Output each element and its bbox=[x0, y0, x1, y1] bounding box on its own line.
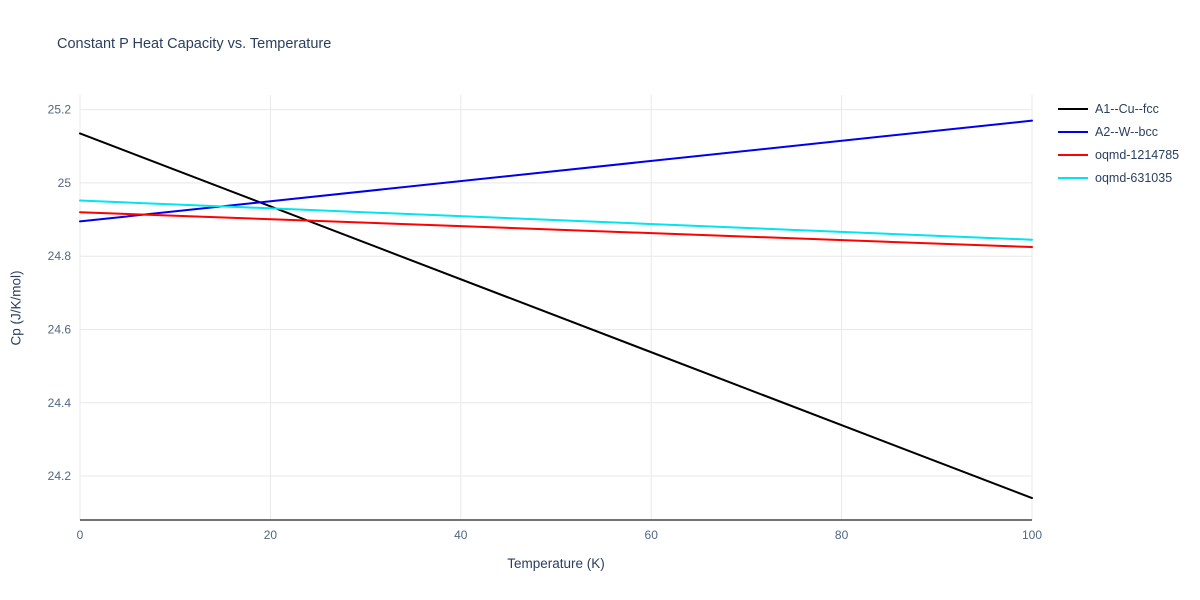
legend-line-sample bbox=[1058, 130, 1088, 134]
x-tick-label: 0 bbox=[77, 528, 84, 542]
legend-label: A2--W--bcc bbox=[1095, 125, 1158, 139]
y-tick-label: 24.2 bbox=[48, 469, 72, 483]
x-tick-label: 20 bbox=[264, 528, 278, 542]
y-tick-label: 25 bbox=[58, 176, 72, 190]
legend-item[interactable]: oqmd-631035 bbox=[1058, 171, 1179, 185]
chart-title: Constant P Heat Capacity vs. Temperature bbox=[57, 36, 332, 52]
legend-label: A1--Cu--fcc bbox=[1095, 102, 1159, 116]
legend-item[interactable]: oqmd-1214785 bbox=[1058, 148, 1179, 162]
legend: A1--Cu--fcc A2--W--bcc oqmd-1214785 oqmd-63… bbox=[1058, 102, 1179, 194]
legend-item[interactable]: A1--Cu--fcc bbox=[1058, 102, 1179, 116]
x-axis-label: Temperature (K) bbox=[507, 556, 605, 571]
y-tick-label: 24.4 bbox=[48, 396, 72, 410]
y-tick-label: 25.2 bbox=[48, 103, 72, 117]
legend-item[interactable]: A2--W--bcc bbox=[1058, 125, 1179, 139]
x-tick-label: 60 bbox=[645, 528, 659, 542]
series-line-A2--W--bcc bbox=[79, 119, 1033, 223]
legend-line-sample bbox=[1058, 153, 1088, 157]
legend-label: oqmd-1214785 bbox=[1095, 148, 1180, 162]
x-tick-label: 40 bbox=[454, 528, 468, 542]
series-line-oqmd-631035 bbox=[79, 199, 1033, 241]
y-tick-label: 24.8 bbox=[48, 249, 72, 263]
legend-line-sample bbox=[1058, 107, 1088, 111]
x-tick-label: 80 bbox=[835, 528, 849, 542]
legend-line-sample bbox=[1058, 176, 1088, 180]
y-tick-label: 24.6 bbox=[48, 322, 72, 336]
series-line-A1--Cu--fcc bbox=[79, 132, 1033, 500]
series-line-oqmd-1214785 bbox=[79, 211, 1033, 249]
x-tick-label: 100 bbox=[1022, 528, 1042, 542]
legend-label: oqmd-631035 bbox=[1095, 171, 1173, 185]
